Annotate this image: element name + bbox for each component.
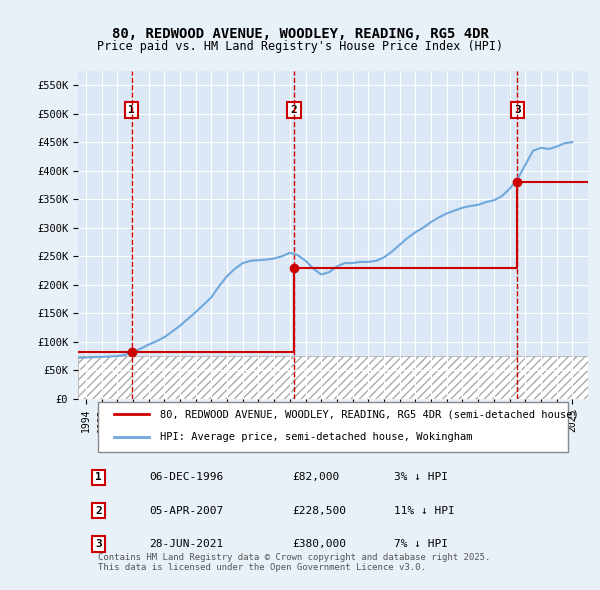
Text: Contains HM Land Registry data © Crown copyright and database right 2025.
This d: Contains HM Land Registry data © Crown c… <box>98 553 491 572</box>
Text: Price paid vs. HM Land Registry's House Price Index (HPI): Price paid vs. HM Land Registry's House … <box>97 40 503 53</box>
FancyBboxPatch shape <box>98 402 568 453</box>
Text: HPI: Average price, semi-detached house, Wokingham: HPI: Average price, semi-detached house,… <box>160 432 472 442</box>
Text: 28-JUN-2021: 28-JUN-2021 <box>149 539 224 549</box>
Text: 3: 3 <box>514 105 521 115</box>
Text: 06-DEC-1996: 06-DEC-1996 <box>149 473 224 483</box>
Text: 3: 3 <box>95 539 102 549</box>
Text: 7% ↓ HPI: 7% ↓ HPI <box>394 539 448 549</box>
Text: 2: 2 <box>290 105 298 115</box>
Text: 11% ↓ HPI: 11% ↓ HPI <box>394 506 455 516</box>
Text: £82,000: £82,000 <box>292 473 340 483</box>
Text: £380,000: £380,000 <box>292 539 346 549</box>
Text: 1: 1 <box>128 105 135 115</box>
Text: 80, REDWOOD AVENUE, WOODLEY, READING, RG5 4DR: 80, REDWOOD AVENUE, WOODLEY, READING, RG… <box>112 27 488 41</box>
Text: 80, REDWOOD AVENUE, WOODLEY, READING, RG5 4DR (semi-detached house): 80, REDWOOD AVENUE, WOODLEY, READING, RG… <box>160 409 578 419</box>
Text: 2: 2 <box>95 506 102 516</box>
Text: 1: 1 <box>95 473 102 483</box>
Text: 05-APR-2007: 05-APR-2007 <box>149 506 224 516</box>
Text: £228,500: £228,500 <box>292 506 346 516</box>
Text: 3% ↓ HPI: 3% ↓ HPI <box>394 473 448 483</box>
